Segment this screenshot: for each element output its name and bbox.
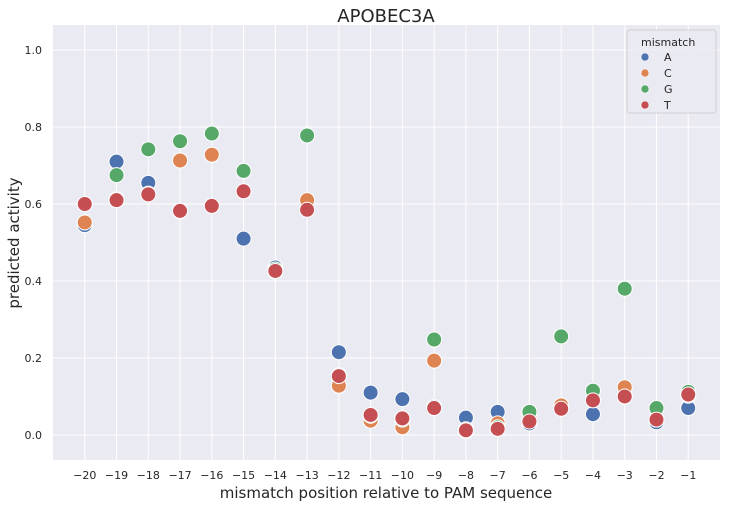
x-tick-label: −1 [680,469,696,482]
point-g [553,328,570,345]
y-tick-label: 1.0 [25,44,43,57]
legend-label-t: T [663,99,671,112]
point-g [108,167,125,184]
point-c [76,214,93,231]
point-t [76,196,93,213]
x-tick-label: −15 [232,469,255,482]
plot-area [53,25,720,460]
point-t [235,183,252,200]
point-a [362,384,379,401]
data-points [76,125,697,440]
x-tick-labels: −20 −19 −18 −17 −16 −15 −14 −13 −12 −11 −10 −9 −8 −7 −… [73,469,696,482]
x-tick-label: −2 [648,469,664,482]
x-tick-label: −20 [73,469,96,482]
legend-marker-t [640,100,650,110]
y-tick-label: 0.4 [25,275,43,288]
point-g [203,125,220,142]
chart-title: APOBEC3A [337,6,435,27]
point-t [267,262,284,279]
legend-label-c: C [664,67,672,80]
point-t [521,413,538,430]
point-g [235,162,252,179]
point-t [330,368,347,385]
x-tick-label: −12 [327,469,350,482]
point-t [648,411,665,428]
legend-marker-c [640,68,650,78]
x-tick-label: −10 [391,469,414,482]
point-t [489,420,506,437]
x-tick-label: −13 [295,469,318,482]
x-tick-label: −19 [105,469,128,482]
y-tick-labels: 0.0 0.2 0.4 0.6 0.8 1.0 [25,44,43,442]
y-tick-label: 0.0 [25,429,43,442]
point-t [616,388,633,405]
point-t [394,410,411,427]
point-t [108,192,125,209]
y-tick-label: 0.8 [25,121,43,134]
point-t [457,422,474,439]
point-c [172,152,189,169]
point-t [680,386,697,403]
point-g [299,127,316,144]
legend-marker-g [640,84,650,94]
legend-label-g: G [664,83,673,96]
point-a [235,230,252,247]
point-g [140,141,157,158]
point-t [362,406,379,423]
point-c [203,146,220,163]
point-c [426,352,443,369]
legend-title: mismatch [641,36,695,49]
x-tick-label: −7 [490,469,506,482]
x-tick-label: −16 [200,469,223,482]
legend-label-a: A [664,51,672,64]
x-tick-label: −5 [553,469,569,482]
x-tick-label: −3 [617,469,633,482]
point-g [616,280,633,297]
point-t [584,392,601,409]
point-a [584,406,601,423]
y-tick-label: 0.6 [25,198,43,211]
x-tick-label: −17 [168,469,191,482]
point-t [203,197,220,214]
point-t [299,201,316,218]
x-tick-label: −9 [426,469,442,482]
y-tick-label: 0.2 [25,352,43,365]
legend-marker-a [640,52,650,62]
point-t [426,400,443,417]
x-tick-label: −18 [137,469,160,482]
x-tick-label: −4 [585,469,601,482]
point-g [426,331,443,348]
point-t [172,202,189,219]
legend-box [626,29,717,114]
point-t [553,400,570,417]
x-tick-label: −6 [521,469,537,482]
point-t [140,186,157,203]
point-a [394,391,411,408]
point-g [172,133,189,150]
point-a [108,153,125,170]
x-tick-label: −8 [458,469,474,482]
point-a [330,344,347,361]
y-axis-title: predicted activity [5,177,23,308]
x-tick-label: −11 [359,469,382,482]
x-tick-label: −14 [264,469,287,482]
x-axis-title: mismatch position relative to PAM sequen… [220,484,553,502]
